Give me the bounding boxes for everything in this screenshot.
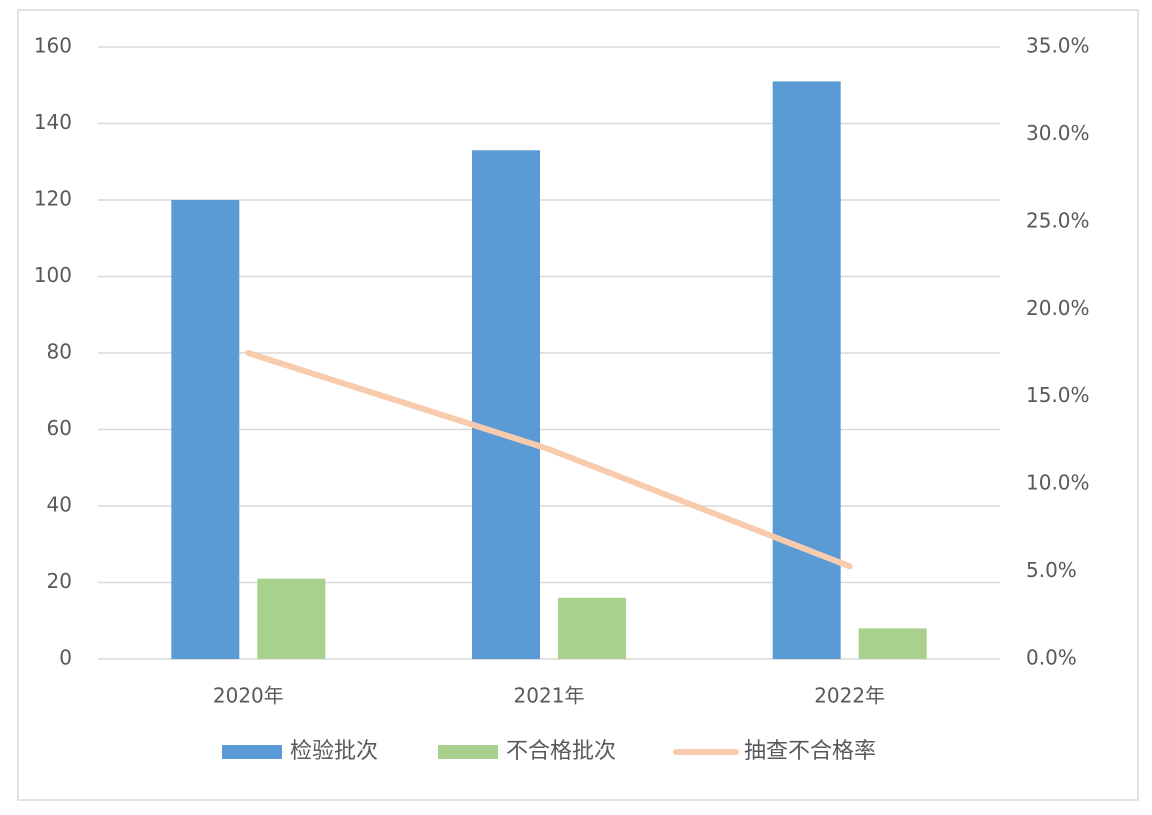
legend-label: 不合格批次 [506, 739, 616, 764]
y2-tick-label: 25.0% [1026, 208, 1090, 232]
y-tick-label: 60 [47, 416, 72, 440]
y2-tick-label: 10.0% [1026, 471, 1090, 495]
bar [558, 597, 626, 659]
y2-tick-label: 0.0% [1026, 646, 1077, 670]
y-tick-label: 40 [47, 493, 72, 517]
y2-tick-label: 20.0% [1026, 296, 1090, 320]
y2-tick-label: 35.0% [1026, 34, 1090, 58]
y-tick-label: 120 [34, 187, 72, 211]
y-tick-label: 0 [59, 646, 72, 670]
bar [171, 200, 240, 659]
y-tick-label: 140 [34, 110, 72, 134]
bar [472, 150, 540, 659]
y2-tick-label: 30.0% [1026, 121, 1090, 145]
y-tick-label: 20 [47, 569, 72, 593]
y2-tick-label: 15.0% [1026, 383, 1090, 407]
legend-label: 检验批次 [290, 739, 378, 764]
bar [772, 81, 841, 660]
y-tick-label: 100 [34, 263, 72, 287]
legend-swatch [222, 745, 282, 759]
bar [858, 628, 927, 659]
legend-label: 抽查不合格率 [744, 739, 876, 764]
y2-tick-label: 5.0% [1026, 558, 1077, 582]
bar [257, 578, 326, 659]
y-tick-label: 160 [34, 34, 72, 58]
y-tick-label: 80 [47, 340, 72, 364]
x-tick-label: 2021年 [514, 684, 585, 708]
x-tick-label: 2022年 [814, 684, 885, 708]
x-tick-label: 2020年 [213, 684, 284, 708]
legend-swatch [438, 745, 498, 759]
line-series [245, 350, 853, 570]
